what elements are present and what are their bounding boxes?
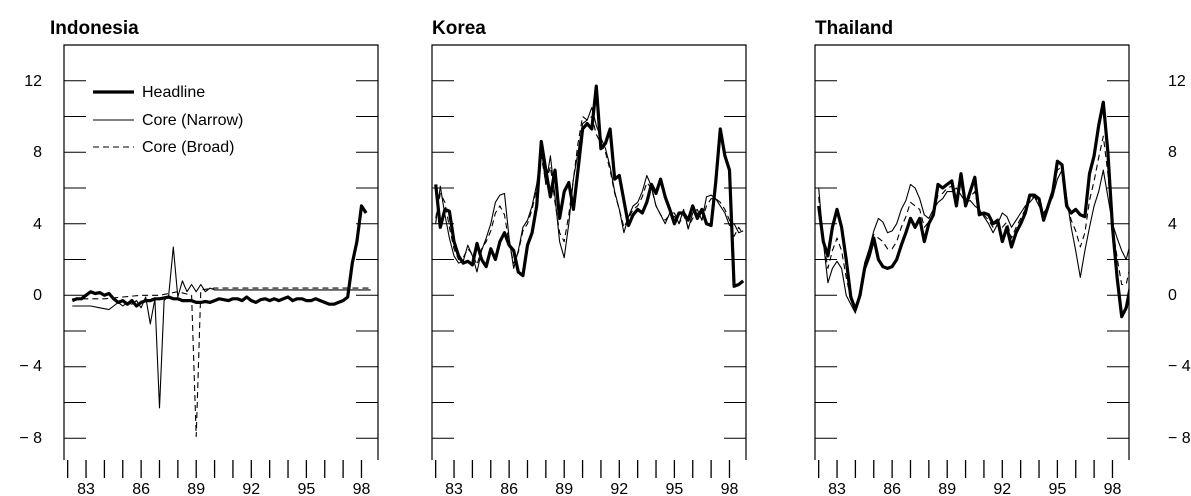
- series-line-core-narrow: [435, 107, 744, 273]
- x-tick-label: 98: [1104, 481, 1122, 496]
- x-tick-label: 92: [610, 481, 628, 496]
- y-tick-label: 4: [1168, 216, 1177, 233]
- korea-panel: Korea 83 86 89 92 95 98: [431, 18, 747, 496]
- legend-headline-label: Headline: [142, 84, 205, 101]
- indonesia-panel: Indonesia 83 86 89 92 95 98: [50, 18, 379, 496]
- indonesia-title: Indonesia: [50, 18, 139, 39]
- thailand-panel: Thailand 83 86 89 92 95 98: [814, 18, 1130, 496]
- thailand-title: Thailand: [815, 18, 893, 39]
- y-tick-label: − 8: [19, 430, 42, 447]
- x-tick-label: 86: [883, 481, 901, 496]
- x-tick-label: 98: [353, 481, 371, 496]
- y-tick-label: − 4: [19, 358, 42, 375]
- plot-frame: [63, 44, 379, 460]
- plot-frame: [431, 44, 747, 460]
- x-tick-label: 89: [938, 481, 956, 496]
- x-tick-label: 86: [132, 481, 150, 496]
- x-tick-label: 86: [500, 481, 518, 496]
- y-tick-label: − 4: [1168, 358, 1191, 375]
- right-y-axis-labels: 12 8 4 0 − 4 − 8: [1168, 73, 1191, 447]
- y-tick-label: 12: [24, 73, 42, 90]
- x-tick-label: 95: [297, 481, 315, 496]
- y-tick-label: − 8: [1168, 430, 1191, 447]
- y-tick-label: 0: [33, 287, 42, 304]
- x-tick-label: 83: [77, 481, 95, 496]
- series-line-core-broad: [72, 287, 371, 438]
- series-line-headline: [817, 100, 1129, 319]
- y-tick-label: 12: [1168, 73, 1186, 90]
- series-line-headline: [434, 84, 745, 288]
- legend-core-broad-label: Core (Broad): [142, 139, 234, 156]
- x-tick-label: 89: [555, 481, 573, 496]
- x-tick-label: 92: [242, 481, 260, 496]
- x-tick-label: 95: [665, 481, 683, 496]
- series-line-core-narrow: [818, 169, 1129, 314]
- x-tick-label: 95: [1048, 481, 1066, 496]
- x-tick-label: 83: [445, 481, 463, 496]
- series-line-core-broad: [435, 115, 744, 266]
- x-tick-label: 89: [187, 481, 205, 496]
- series-line-core-narrow: [72, 246, 371, 409]
- y-tick-label: 8: [33, 144, 42, 161]
- plot-frame: [814, 44, 1130, 460]
- y-tick-label: 8: [1168, 144, 1177, 161]
- korea-title: Korea: [432, 18, 486, 39]
- legend: Headline Core (Narrow) Core (Broad): [93, 84, 243, 156]
- x-tick-label: 92: [993, 481, 1011, 496]
- series-line-headline: [71, 204, 368, 308]
- left-y-axis-labels: 12 8 4 0 − 4 − 8: [19, 73, 42, 447]
- series-line-core-broad: [818, 135, 1129, 311]
- y-tick-label: 0: [1168, 287, 1177, 304]
- x-tick-label: 83: [828, 481, 846, 496]
- y-tick-label: 4: [33, 216, 42, 233]
- legend-core-narrow-label: Core (Narrow): [142, 112, 243, 129]
- x-tick-label: 98: [721, 481, 739, 496]
